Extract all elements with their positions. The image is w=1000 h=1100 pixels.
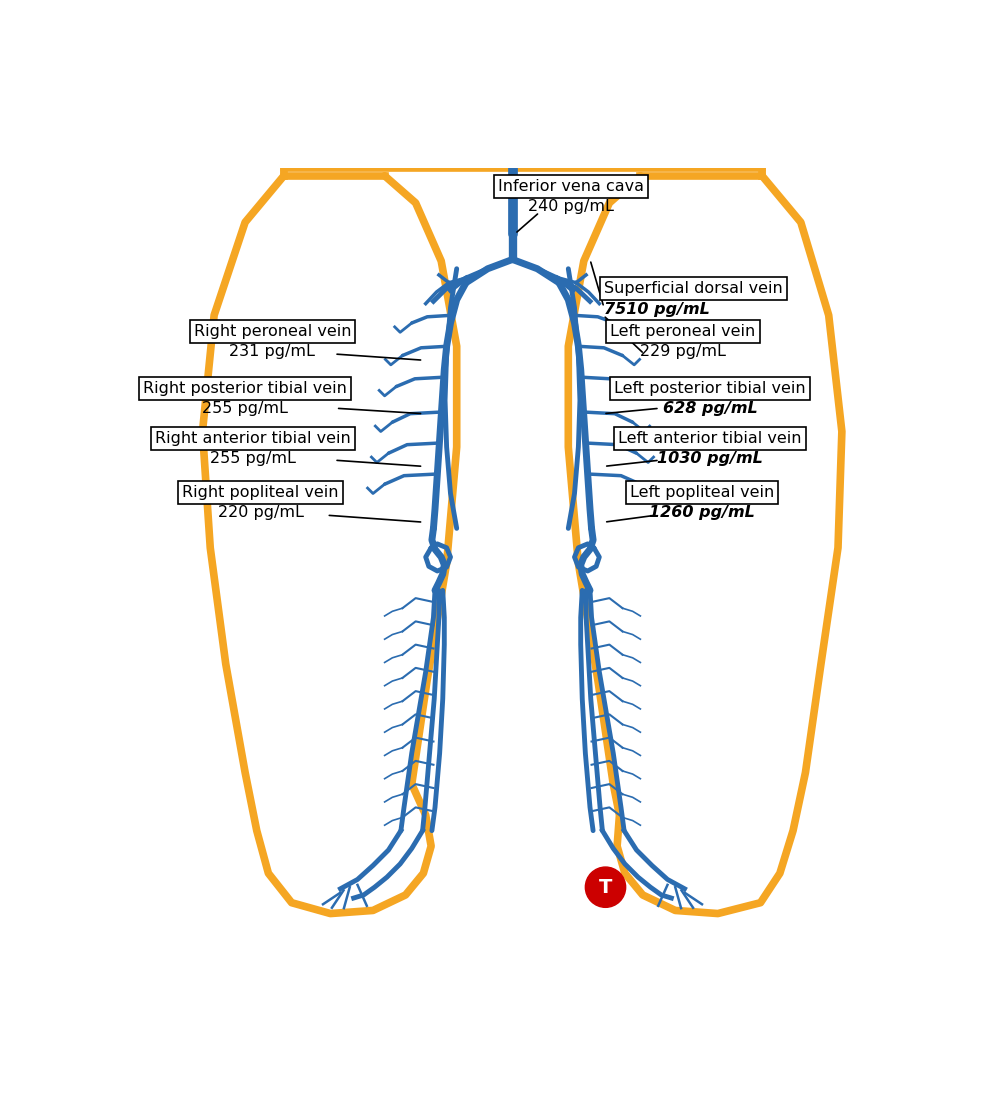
Text: 231 pg/mL: 231 pg/mL bbox=[229, 344, 315, 360]
Text: 240 pg/mL: 240 pg/mL bbox=[528, 199, 614, 214]
Text: Left posterior tibial vein: Left posterior tibial vein bbox=[614, 381, 806, 396]
Text: 7510 pg/mL: 7510 pg/mL bbox=[604, 301, 710, 317]
Text: 628 pg/mL: 628 pg/mL bbox=[663, 400, 758, 416]
Text: 255 pg/mL: 255 pg/mL bbox=[210, 451, 296, 466]
Text: Superficial dorsal vein: Superficial dorsal vein bbox=[604, 282, 783, 296]
Text: 255 pg/mL: 255 pg/mL bbox=[202, 400, 288, 416]
Circle shape bbox=[585, 867, 626, 908]
Text: 1260 pg/mL: 1260 pg/mL bbox=[649, 505, 755, 520]
Text: Left anterior tibial vein: Left anterior tibial vein bbox=[618, 431, 802, 446]
Text: Right anterior tibial vein: Right anterior tibial vein bbox=[155, 431, 351, 446]
Text: 220 pg/mL: 220 pg/mL bbox=[218, 505, 304, 520]
Text: Right posterior tibial vein: Right posterior tibial vein bbox=[143, 381, 347, 396]
Text: Right popliteal vein: Right popliteal vein bbox=[182, 485, 339, 501]
Text: T: T bbox=[599, 878, 612, 896]
Text: Left peroneal vein: Left peroneal vein bbox=[610, 324, 756, 339]
Text: Left popliteal vein: Left popliteal vein bbox=[630, 485, 774, 501]
Text: Right peroneal vein: Right peroneal vein bbox=[194, 324, 351, 339]
Text: 1030 pg/mL: 1030 pg/mL bbox=[657, 451, 763, 466]
Text: Inferior vena cava: Inferior vena cava bbox=[498, 179, 644, 194]
Text: 229 pg/mL: 229 pg/mL bbox=[640, 344, 726, 360]
